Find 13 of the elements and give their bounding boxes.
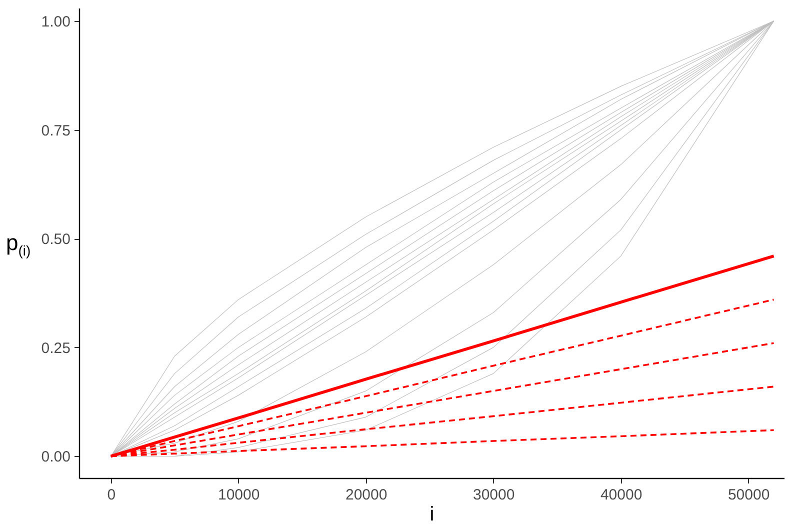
x-tick-label: 10000: [218, 486, 260, 504]
y-tick-label: 1.00: [41, 14, 70, 31]
x-tick-label: 20000: [345, 486, 388, 504]
y-tick-label: 0.75: [41, 122, 70, 140]
y-tick-label: 0.25: [41, 340, 70, 357]
y-tick-label: 0.50: [41, 231, 70, 248]
x-tick-label: 50000: [728, 486, 770, 504]
x-tick-label: 40000: [600, 486, 642, 504]
y-tick-label: 0.00: [41, 448, 70, 466]
x-tick-label: 0: [107, 486, 116, 504]
x-tick-label: 30000: [472, 486, 515, 504]
x-axis-title: i: [430, 504, 434, 526]
y-axis-title: p$_{(i)}$: [6, 230, 31, 258]
